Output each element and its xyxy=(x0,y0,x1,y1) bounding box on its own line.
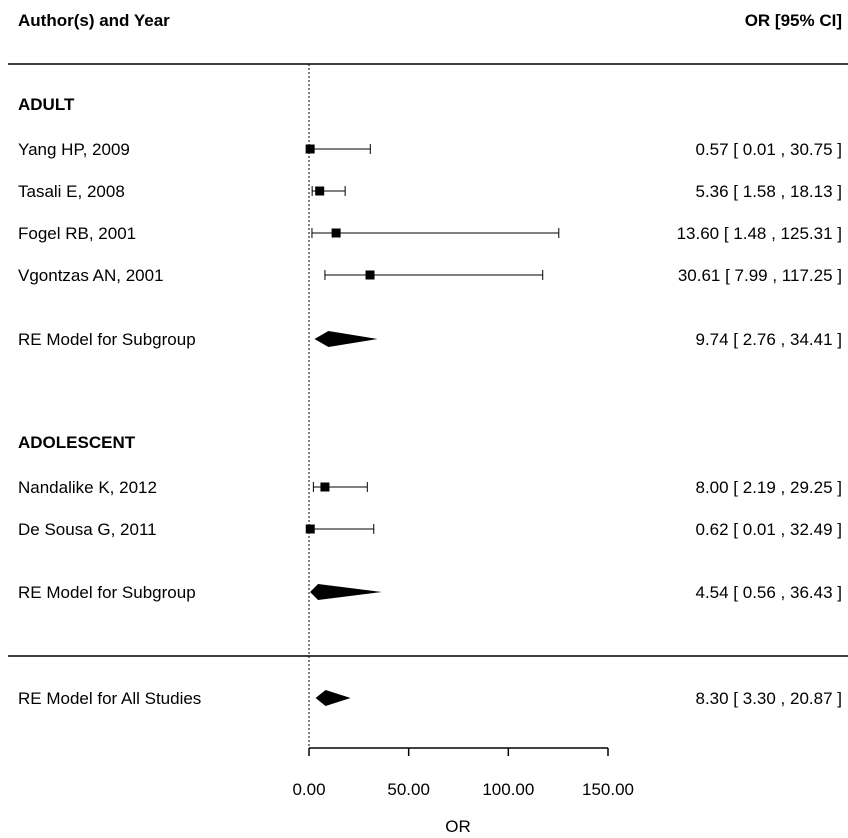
group-header-adolescent: ADOLESCENT xyxy=(18,433,136,452)
study-label: Fogel RB, 2001 xyxy=(18,224,136,243)
study-label: De Sousa G, 2011 xyxy=(18,520,157,539)
summary-ci-text: 9.74 [ 2.76 , 34.41 ] xyxy=(695,330,842,349)
effect-point xyxy=(315,186,325,196)
study-label: Nandalike K, 2012 xyxy=(18,478,157,497)
x-tick-label: 0.00 xyxy=(292,780,325,799)
overall-ci-text: 8.30 [ 3.30 , 20.87 ] xyxy=(695,689,842,708)
group-header-adult: ADULT xyxy=(18,95,75,114)
summary-label: RE Model for Subgroup xyxy=(18,330,196,349)
summary-diamond xyxy=(314,331,378,347)
x-tick-label: 150.00 xyxy=(582,780,634,799)
effect-point xyxy=(320,482,330,492)
study-ci-text: 8.00 [ 2.19 , 29.25 ] xyxy=(695,478,842,497)
header-left: Author(s) and Year xyxy=(18,11,170,30)
study-ci-text: 5.36 [ 1.58 , 18.13 ] xyxy=(695,182,842,201)
study-ci-text: 0.57 [ 0.01 , 30.75 ] xyxy=(695,140,842,159)
header-right: OR [95% CI] xyxy=(745,11,842,30)
study-label: Vgontzas AN, 2001 xyxy=(18,266,164,285)
effect-point xyxy=(305,524,315,534)
study-label: Yang HP, 2009 xyxy=(18,140,130,159)
summary-ci-text: 4.54 [ 0.56 , 36.43 ] xyxy=(695,583,842,602)
summary-label: RE Model for Subgroup xyxy=(18,583,196,602)
x-axis-label: OR xyxy=(445,817,471,836)
effect-point xyxy=(305,144,315,154)
overall-diamond xyxy=(315,690,351,706)
study-ci-text: 13.60 [ 1.48 , 125.31 ] xyxy=(677,224,842,243)
study-label: Tasali E, 2008 xyxy=(18,182,125,201)
x-tick-label: 100.00 xyxy=(482,780,534,799)
effect-point xyxy=(331,228,341,238)
study-ci-text: 30.61 [ 7.99 , 117.25 ] xyxy=(678,266,842,285)
effect-point xyxy=(365,270,375,280)
overall-summary-label: RE Model for All Studies xyxy=(18,689,201,708)
study-ci-text: 0.62 [ 0.01 , 32.49 ] xyxy=(695,520,842,539)
x-axis-ticks: 0.00 50.00 100.00 150.00 xyxy=(292,748,634,799)
forest-marks xyxy=(305,144,560,706)
summary-diamond xyxy=(310,584,382,600)
x-tick-label: 50.00 xyxy=(387,780,430,799)
